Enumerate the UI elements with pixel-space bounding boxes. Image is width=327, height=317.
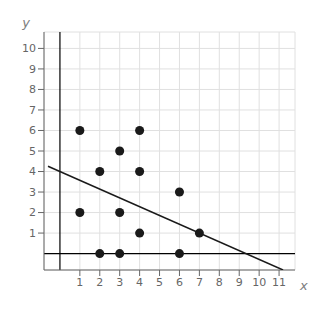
svg-text:4: 4	[29, 165, 36, 178]
svg-text:2: 2	[29, 206, 36, 219]
svg-text:8: 8	[216, 276, 223, 289]
svg-text:3: 3	[29, 186, 36, 199]
svg-text:5: 5	[29, 145, 36, 158]
svg-text:6: 6	[176, 276, 183, 289]
svg-text:11: 11	[272, 276, 286, 289]
svg-text:9: 9	[236, 276, 243, 289]
svg-text:10: 10	[22, 42, 36, 55]
svg-text:1: 1	[29, 227, 36, 240]
svg-text:7: 7	[29, 104, 36, 117]
svg-text:4: 4	[136, 276, 143, 289]
svg-text:2: 2	[96, 276, 103, 289]
svg-text:5: 5	[156, 276, 163, 289]
svg-text:1: 1	[76, 276, 83, 289]
svg-text:9: 9	[29, 63, 36, 76]
svg-text:7: 7	[196, 276, 203, 289]
svg-text:10: 10	[252, 276, 266, 289]
svg-text:8: 8	[29, 83, 36, 96]
svg-text:x: x	[299, 278, 308, 293]
svg-text:y: y	[21, 15, 30, 30]
svg-text:3: 3	[116, 276, 123, 289]
svg-text:6: 6	[29, 124, 36, 137]
